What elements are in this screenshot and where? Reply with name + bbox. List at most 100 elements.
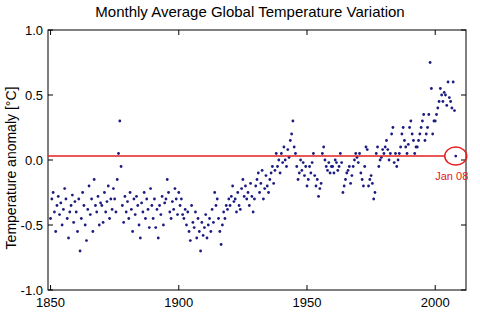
point	[117, 152, 120, 155]
point	[407, 143, 410, 146]
point	[136, 204, 139, 207]
point	[248, 204, 251, 207]
point	[56, 204, 59, 207]
point	[306, 185, 309, 188]
point	[307, 178, 310, 181]
point	[404, 146, 407, 149]
annotation-lines	[48, 156, 445, 157]
point	[438, 100, 441, 103]
point	[212, 221, 215, 224]
point	[342, 191, 345, 194]
point	[257, 172, 260, 175]
point	[420, 126, 423, 129]
point	[292, 120, 295, 123]
point	[265, 174, 268, 177]
highlight-circle	[445, 147, 467, 165]
point	[350, 174, 353, 177]
point	[112, 187, 115, 190]
point	[347, 169, 350, 172]
point	[158, 204, 161, 207]
point	[71, 194, 74, 197]
point	[153, 198, 156, 201]
point	[165, 198, 168, 201]
point	[298, 172, 301, 175]
point	[403, 139, 406, 142]
point	[194, 211, 197, 214]
point	[266, 185, 269, 188]
point	[399, 146, 402, 149]
point	[134, 213, 137, 216]
point	[443, 91, 446, 94]
point	[374, 191, 377, 194]
point	[317, 195, 320, 198]
point	[386, 148, 389, 151]
point	[252, 211, 255, 214]
point	[334, 159, 337, 162]
point	[400, 133, 403, 136]
point	[258, 191, 261, 194]
point	[352, 165, 355, 168]
point	[343, 185, 346, 188]
point	[327, 161, 330, 164]
point	[426, 126, 429, 129]
point	[281, 161, 284, 164]
point	[329, 172, 332, 175]
point	[365, 146, 368, 149]
point	[221, 224, 224, 227]
point	[299, 159, 302, 162]
point	[129, 191, 132, 194]
point	[385, 139, 388, 142]
point	[412, 139, 415, 142]
point	[67, 237, 70, 240]
point	[447, 81, 450, 84]
y-tick	[461, 30, 466, 31]
point	[366, 148, 369, 151]
x-tick	[178, 285, 179, 290]
point	[166, 178, 169, 181]
point	[271, 165, 274, 168]
point	[395, 165, 398, 168]
point	[130, 208, 133, 211]
point	[353, 159, 356, 162]
point	[331, 165, 334, 168]
point	[230, 195, 233, 198]
point	[416, 146, 419, 149]
annotation-text: Jan 08	[435, 170, 468, 182]
point	[99, 202, 102, 205]
point	[88, 185, 91, 188]
point	[368, 178, 371, 181]
point	[154, 226, 157, 229]
point	[176, 213, 179, 216]
point	[272, 182, 275, 185]
point	[104, 211, 107, 214]
point	[72, 221, 75, 224]
point	[84, 224, 87, 227]
point	[168, 211, 171, 214]
point	[91, 230, 94, 233]
point	[259, 182, 262, 185]
point	[57, 195, 60, 198]
point	[172, 208, 175, 211]
point	[68, 211, 71, 214]
point	[133, 198, 136, 201]
point	[220, 243, 223, 246]
y-tick	[461, 225, 466, 226]
point	[421, 120, 424, 123]
point	[77, 198, 80, 201]
point	[227, 198, 230, 201]
point	[143, 191, 146, 194]
point	[277, 159, 280, 162]
point	[274, 169, 277, 172]
point	[302, 161, 305, 164]
point	[397, 159, 400, 162]
point	[318, 187, 321, 190]
point	[80, 217, 83, 220]
point	[83, 204, 86, 207]
point	[411, 133, 414, 136]
point	[167, 191, 170, 194]
y-tick	[461, 95, 466, 96]
point	[322, 146, 325, 149]
point	[208, 217, 211, 220]
point	[200, 221, 203, 224]
point	[283, 146, 286, 149]
